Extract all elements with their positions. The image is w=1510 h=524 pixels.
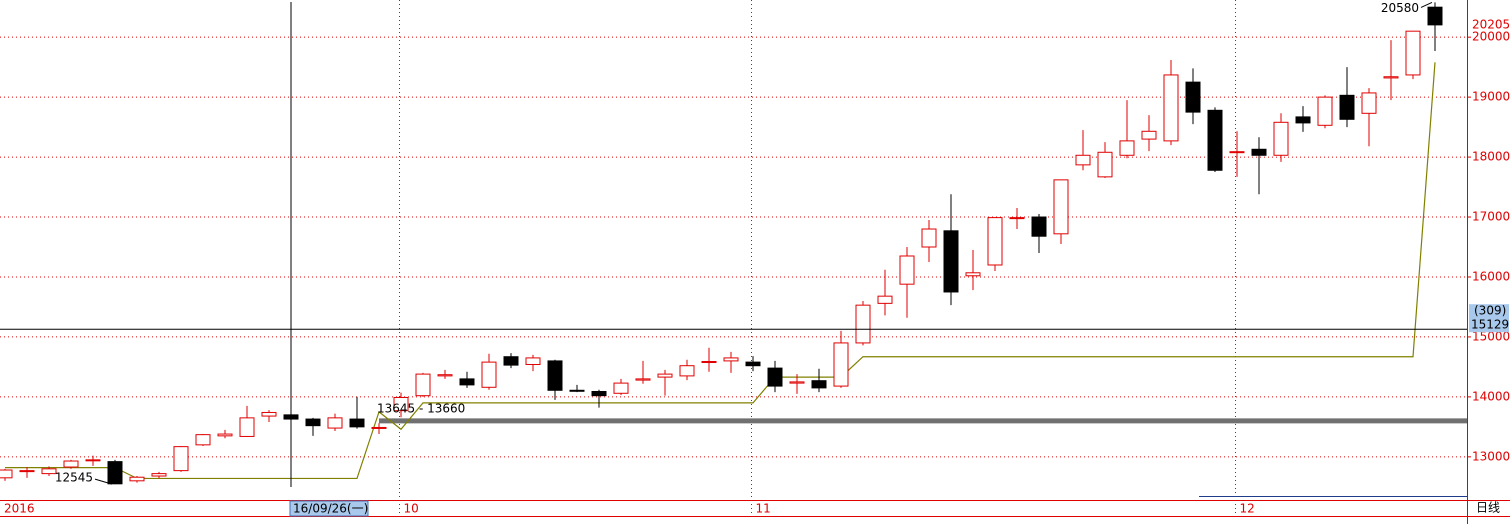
candle-body (591, 390, 607, 397)
candle-body (899, 255, 915, 285)
min-pointer (94, 478, 113, 485)
candle-body (1031, 216, 1047, 237)
candle-body (327, 417, 343, 429)
candle-body (41, 468, 57, 475)
x-tick-label: 11 (756, 502, 771, 516)
crosshair-label-box (1469, 304, 1509, 333)
crosshair-date: 16/09/26(一) (293, 502, 368, 516)
x-tick-label: 2016 (4, 502, 35, 516)
period-label: 日线 (1476, 501, 1500, 515)
candle-body (811, 380, 827, 389)
candle-body (1273, 121, 1289, 156)
y-tick-label: 19000 (1472, 90, 1510, 104)
gap-label: 13645 - 13660 (377, 402, 465, 416)
crosshair-value: 15129 (1471, 318, 1509, 332)
candle-body (921, 228, 937, 248)
last-price-label: 20205 (1472, 17, 1510, 31)
candle-body (767, 367, 783, 387)
y-tick-label: 13000 (1472, 449, 1510, 463)
candle-body (635, 378, 651, 381)
candle-body (525, 357, 541, 366)
candle-body (1361, 92, 1377, 114)
y-tick-label: 15000 (1472, 329, 1510, 343)
candle-body (173, 446, 189, 472)
candle-body (657, 373, 673, 378)
candle-body (745, 361, 761, 367)
candle-body (1317, 96, 1333, 126)
y-tick-label: 18000 (1472, 150, 1510, 164)
candle-body (503, 356, 519, 366)
candle-body (943, 230, 959, 293)
candle-body (701, 361, 717, 364)
candle-body (129, 476, 145, 482)
candle-body (481, 361, 497, 388)
x-tick-label: 10 (404, 502, 419, 516)
candle-body (723, 357, 739, 362)
candle-body (0, 469, 13, 479)
candle-body (393, 396, 409, 412)
candle-body (195, 434, 211, 446)
candle-body (437, 374, 453, 377)
candle-body (1405, 30, 1421, 76)
candle-body (1383, 76, 1399, 79)
candle-body (965, 272, 981, 277)
trend-line (5, 62, 1436, 480)
candle-body (305, 418, 321, 427)
candle-body (1053, 179, 1069, 235)
y-tick-label: 16000 (1472, 269, 1510, 283)
candle-body (1339, 94, 1355, 120)
candle-body (415, 373, 431, 397)
candle-body (1427, 6, 1443, 26)
min-label: 12545 (55, 471, 93, 485)
candle-body (107, 461, 123, 485)
candle-body (371, 426, 387, 429)
y-tick-label: 14000 (1472, 389, 1510, 403)
candle-body (151, 473, 167, 477)
x-tick-label: 12 (1240, 502, 1255, 516)
candle-body (1207, 109, 1223, 171)
candle-body (217, 433, 233, 437)
candle-body (85, 459, 101, 462)
candle-body (547, 360, 563, 391)
candle-body (855, 304, 871, 344)
y-tick-label: 20000 (1472, 30, 1510, 44)
crosshair-date-box (289, 500, 369, 517)
candle-body (1119, 140, 1135, 156)
candle-body (63, 460, 79, 468)
max-label: 20580 (1381, 1, 1419, 15)
candle-body (1185, 81, 1201, 113)
candle-body (349, 418, 365, 428)
candle-body (833, 342, 849, 387)
candle-body (261, 411, 277, 417)
candle-body (459, 378, 475, 386)
candle-body (239, 417, 255, 437)
candle-body (877, 295, 893, 304)
max-pointer (1420, 1, 1433, 8)
y-tick-label: 17000 (1472, 210, 1510, 224)
candle-body (19, 470, 35, 473)
candle-body (613, 382, 629, 394)
candle-body (1141, 130, 1157, 140)
candle-body (1229, 151, 1245, 154)
candle-body (1075, 154, 1091, 166)
candle-body (1295, 116, 1311, 124)
candle-body (789, 381, 805, 384)
candle-body (1009, 217, 1025, 220)
candle-body (1097, 151, 1113, 178)
candle-body (679, 365, 695, 377)
crosshair-count: (309) (1474, 304, 1506, 318)
candle-body (569, 389, 585, 392)
candle-body (1251, 148, 1267, 156)
candle-body (987, 217, 1003, 266)
candle-body (1163, 74, 1179, 142)
